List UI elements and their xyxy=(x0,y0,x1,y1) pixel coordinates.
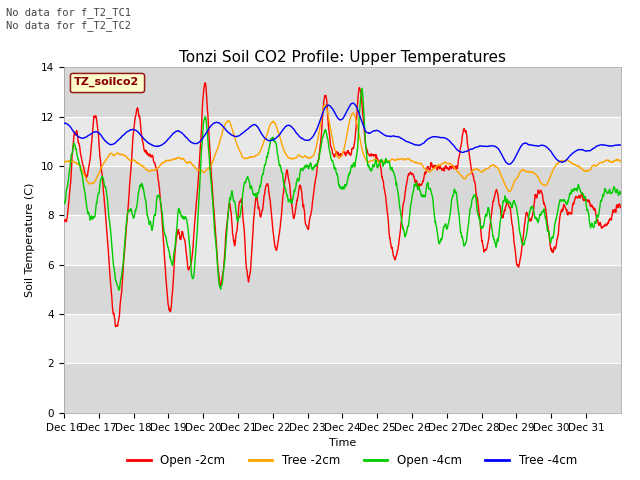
Bar xyxy=(64,166,621,216)
X-axis label: Time: Time xyxy=(329,438,356,448)
Legend: TZ_soilco2: TZ_soilco2 xyxy=(70,73,144,92)
Title: Tonzi Soil CO2 Profile: Upper Temperatures: Tonzi Soil CO2 Profile: Upper Temperatur… xyxy=(179,49,506,65)
Bar xyxy=(64,67,621,117)
Bar xyxy=(64,363,621,413)
Legend: Open -2cm, Tree -2cm, Open -4cm, Tree -4cm: Open -2cm, Tree -2cm, Open -4cm, Tree -4… xyxy=(122,449,582,472)
Bar xyxy=(64,264,621,314)
Y-axis label: Soil Temperature (C): Soil Temperature (C) xyxy=(26,183,35,297)
Text: No data for f_T2_TC1
No data for f_T2_TC2: No data for f_T2_TC1 No data for f_T2_TC… xyxy=(6,7,131,31)
